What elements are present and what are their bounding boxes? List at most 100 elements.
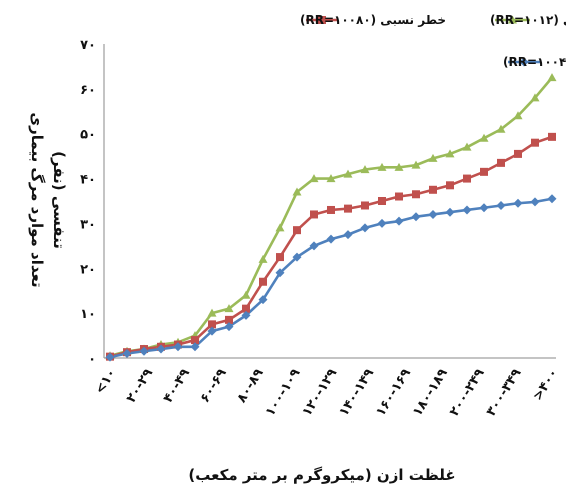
series-line-2 [109, 197, 553, 359]
data-point [343, 169, 353, 178]
data-point [225, 315, 233, 324]
data-point [343, 230, 353, 240]
data-point [275, 223, 285, 232]
data-point [411, 160, 421, 169]
x-tick-label: ۲۰۰-۲۴۹ [447, 366, 488, 419]
y-tick-label: ۵۰ [80, 128, 96, 143]
data-point [105, 352, 115, 362]
legend-label: خطر نسبی (RR=۱۰۱۲) [490, 13, 566, 27]
y-tick-label: ۳۰ [80, 217, 96, 232]
legend-label: خطر نسبی (RR=۱۰۰۸۰) [300, 13, 446, 27]
data-point [428, 209, 438, 219]
data-point [496, 200, 506, 210]
y-axis-title-line2: تنفسی (نفر) [50, 151, 68, 249]
data-point [360, 165, 370, 174]
data-point [344, 204, 352, 213]
legend-marker [318, 16, 326, 24]
legend: خطر نسبی (RR=۱۰۱۲) خطر نسبی (RR=۱۰۰۸۰) خطر… [300, 13, 566, 69]
data-point [480, 167, 488, 176]
data-point [190, 342, 200, 352]
data-point [547, 73, 557, 82]
data-point [530, 197, 540, 207]
data-point [309, 241, 319, 251]
data-point [377, 162, 387, 171]
x-tick-label: ۳۰۰-۳۴۹ [484, 366, 525, 419]
x-tick-label: <۱۰ [92, 366, 119, 397]
y-tick-label: ۱۰ [80, 307, 96, 322]
data-point [242, 304, 250, 313]
series-lines [109, 76, 553, 359]
data-point [412, 190, 420, 199]
data-point [496, 124, 506, 133]
data-point [208, 320, 216, 329]
x-tick-label: ۸۰-۸۹ [234, 366, 266, 405]
data-point [275, 268, 285, 278]
data-point [394, 162, 404, 171]
data-point [241, 310, 251, 320]
x-tick-label: ۱۰۰-۱۰۹ [263, 366, 304, 419]
data-point [530, 93, 540, 102]
data-point [156, 344, 166, 354]
y-tick-label: ۴۰ [80, 173, 96, 188]
data-point [531, 138, 539, 147]
y-tick-label: ۷۰ [80, 38, 96, 53]
data-point [191, 336, 199, 345]
data-point [258, 254, 268, 263]
x-tick-label: ۶۰-۶۹ [197, 366, 229, 405]
data-point [292, 187, 302, 196]
chart-axes [103, 44, 556, 359]
data-point [462, 205, 472, 215]
data-point [326, 174, 336, 183]
x-axis-title: غلظت ازن (میکروگرم بر متر مکعب) [188, 466, 455, 484]
data-point [513, 198, 523, 208]
data-point [276, 253, 284, 262]
data-point [463, 174, 471, 183]
x-tick-label: >۴۰۰ [530, 366, 561, 403]
x-tick-label: ۱۸۰-۱۸۹ [410, 366, 451, 419]
data-point [445, 207, 455, 217]
data-point [326, 234, 336, 244]
x-tick-labels: <۱۰ ۲۰-۲۹ ۴۰-۴۹ ۶۰-۶۹ ۸۰-۸۹۱۰۰-۱۰۹۱۲۰-۱۲۹۱۴۰… [92, 366, 561, 419]
series-markers [105, 73, 557, 362]
y-tick-labels: ۰ ۱۰ ۲۰ ۳۰ ۴۰ ۵۰ ۶۰ ۷۰ [80, 38, 96, 367]
data-point [224, 322, 234, 332]
data-point [548, 132, 556, 141]
x-tick-label: ۱۶۰-۱۶۹ [373, 366, 414, 419]
data-point [259, 277, 267, 286]
data-point [207, 326, 217, 336]
data-point [327, 205, 335, 214]
data-point [445, 149, 455, 158]
data-point [122, 349, 132, 359]
y-tick-label: ۰ [88, 352, 96, 367]
data-point [479, 203, 489, 213]
data-point [428, 153, 438, 162]
data-point [241, 290, 251, 299]
data-point [173, 342, 183, 352]
data-point [377, 218, 387, 228]
data-point [310, 210, 318, 219]
legend-label: خطر نسبی (RR=۱۰۰۴۰) [503, 55, 566, 69]
data-point [139, 346, 149, 356]
x-tick-label: ۴۰-۴۹ [161, 366, 193, 405]
data-point [224, 304, 234, 313]
x-tick-label: ۱۴۰-۱۴۹ [336, 366, 377, 419]
data-point [395, 192, 403, 201]
data-point [207, 308, 217, 317]
x-tick-label: ۱۲۰-۱۲۹ [300, 366, 341, 419]
y-tick-label: ۲۰ [80, 262, 96, 277]
y-tick-label: ۶۰ [80, 83, 96, 98]
data-point [293, 226, 301, 235]
data-point [258, 295, 268, 305]
data-point [309, 174, 319, 183]
data-point [497, 158, 505, 167]
data-point [462, 142, 472, 151]
data-point [513, 111, 523, 120]
x-tick-label: ۲۰-۲۹ [124, 366, 156, 405]
series-line-0 [109, 76, 553, 358]
data-point [292, 252, 302, 262]
y-axis-title-line1: تعداد موارد مرگ بیماری [28, 112, 46, 287]
legend-marker [508, 15, 517, 24]
data-point [361, 201, 369, 210]
data-point [479, 133, 489, 142]
